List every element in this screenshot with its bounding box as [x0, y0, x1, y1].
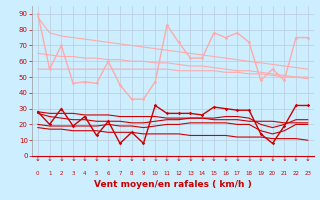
X-axis label: Vent moyen/en rafales ( km/h ): Vent moyen/en rafales ( km/h ): [94, 180, 252, 189]
